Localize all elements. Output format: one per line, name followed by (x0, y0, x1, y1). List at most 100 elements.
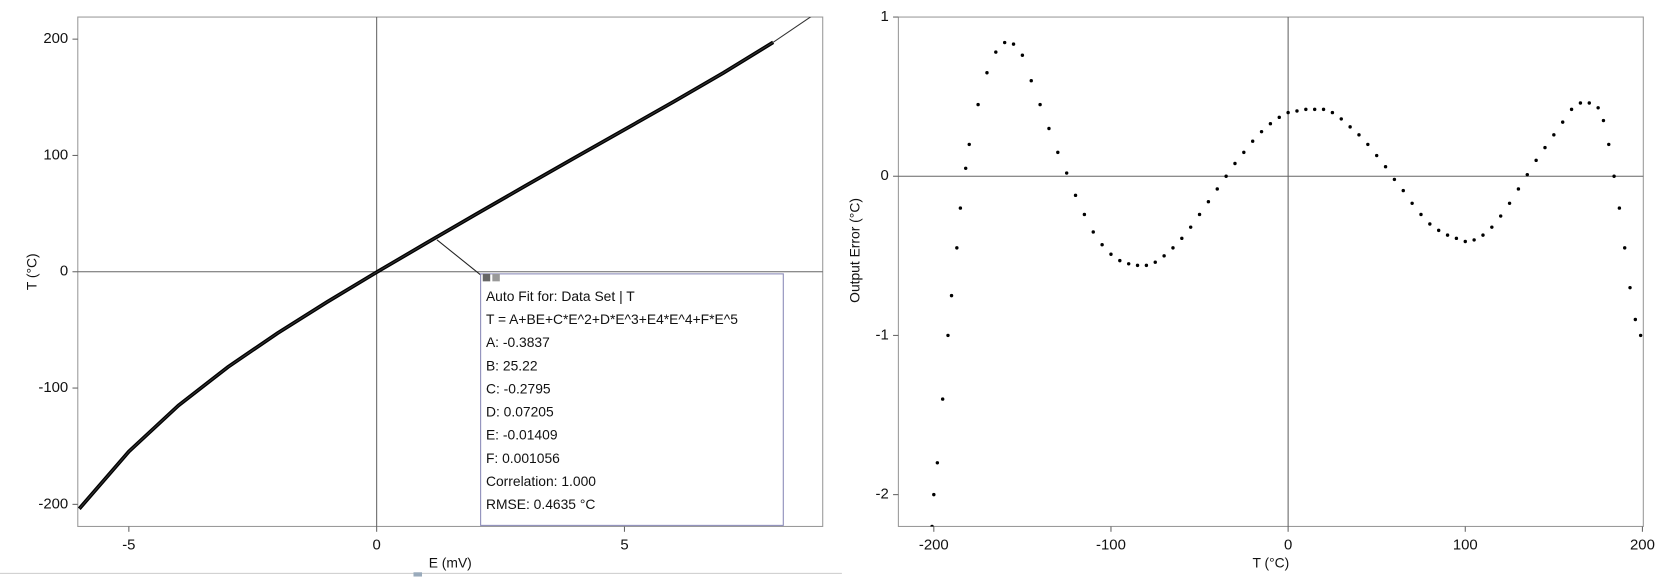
data-point (1561, 120, 1565, 124)
y-tick-label: -200 (38, 496, 68, 512)
x-tick-label: -200 (919, 538, 949, 554)
data-point (1233, 161, 1237, 166)
y-tick-label: 0 (60, 264, 68, 280)
data-point (1126, 262, 1131, 266)
data-point (1224, 174, 1228, 178)
data-point (976, 102, 980, 107)
options-icon (492, 273, 500, 282)
y-tick-label: -2 (876, 487, 889, 503)
data-point (1392, 177, 1397, 182)
annotation-line: E: -0.01409 (486, 427, 558, 443)
data-point (940, 397, 945, 401)
y-tick-label: 1 (880, 9, 888, 25)
data-point (1596, 106, 1600, 110)
data-point (1073, 193, 1078, 198)
data-point (1064, 171, 1069, 175)
data-point (1321, 107, 1326, 112)
data-point (1020, 53, 1025, 57)
annotation-line: C: -0.2795 (486, 380, 551, 396)
x-tick-label: -5 (122, 538, 135, 554)
data-point (1428, 222, 1432, 226)
data-point (955, 246, 959, 250)
data-point (1516, 187, 1521, 191)
data-point (1633, 317, 1638, 322)
data-point (1171, 246, 1175, 250)
data-point (1268, 122, 1273, 126)
x-axis-label: E (mV) (429, 554, 472, 570)
annotation-box (480, 273, 784, 526)
data-point (1144, 263, 1149, 268)
y-tick-label: -100 (38, 380, 68, 396)
chart: -2 -1 0 1 -200 -100 0 100 200 T (°C) Output Error … (846, 9, 1654, 570)
chart: -200 -100 0 100 200 -5 0 5 E (mV) T (°C) Auto Fit … (24, 16, 824, 570)
data-point (932, 492, 936, 497)
data-point (1410, 201, 1414, 206)
data-point (1628, 285, 1632, 290)
data-point (1197, 212, 1202, 217)
data-point (1578, 101, 1583, 105)
data-point (1100, 242, 1104, 247)
data-point (949, 293, 954, 298)
data-point (1206, 200, 1211, 204)
data-point (1091, 230, 1095, 234)
data-point (1109, 252, 1113, 256)
y-tick-label: 0 (880, 168, 888, 184)
data-point (985, 71, 989, 75)
data-point (958, 206, 963, 210)
data-point (1357, 133, 1361, 137)
annotation-line: B: 25.22 (486, 357, 538, 373)
data-point (1056, 150, 1060, 155)
data-point (967, 142, 971, 147)
data-point (1569, 107, 1574, 112)
annotation-line: Auto Fit for: Data Set | T (486, 288, 635, 304)
data-point (1454, 236, 1459, 241)
data-point (1366, 142, 1370, 147)
data-point (1401, 188, 1405, 193)
annotation-line: RMSE: 0.4635 °C (486, 496, 595, 512)
plot-area (930, 40, 1643, 527)
data-point (1259, 129, 1264, 134)
data-point (1490, 225, 1494, 229)
x-axis-label: T (°C) (1252, 554, 1289, 570)
data-point (1436, 228, 1441, 233)
data-point (1180, 236, 1184, 241)
data-point (1162, 254, 1166, 258)
annotation-line: Correlation: 1.000 (486, 473, 596, 489)
data-point (1374, 153, 1379, 158)
close-icon (482, 273, 491, 282)
data-point (1525, 172, 1529, 177)
data-point (1118, 258, 1122, 263)
data-point (1312, 107, 1317, 112)
data-point (1215, 187, 1219, 191)
x-tick-label: 200 (1630, 538, 1655, 554)
x-tick-label: 100 (1453, 538, 1478, 554)
data-point (1612, 174, 1616, 178)
data-point (1507, 201, 1512, 206)
data-point (1038, 102, 1042, 107)
data-point (1011, 42, 1016, 46)
y-axis-label: Output Error (°C) (846, 198, 862, 303)
data-point (1419, 212, 1423, 217)
data-point (1587, 101, 1591, 105)
annotation-line: F: 0.001056 (486, 450, 560, 466)
data-point (935, 461, 940, 465)
data-point (963, 166, 968, 170)
data-point (1348, 125, 1352, 129)
data-point (1304, 107, 1308, 112)
data-point (1286, 110, 1290, 115)
data-point (1029, 79, 1033, 83)
data-point (930, 524, 934, 527)
data-point (1481, 233, 1485, 237)
data-point (1002, 40, 1007, 45)
y-tick-label: -1 (876, 327, 889, 343)
data-point (1617, 206, 1622, 210)
data-point (1638, 333, 1643, 338)
data-point (1383, 164, 1388, 169)
data-point (1242, 150, 1246, 155)
x-tick-label: 0 (1284, 538, 1292, 554)
scroll-handle (413, 572, 423, 577)
data-point (1543, 145, 1547, 150)
